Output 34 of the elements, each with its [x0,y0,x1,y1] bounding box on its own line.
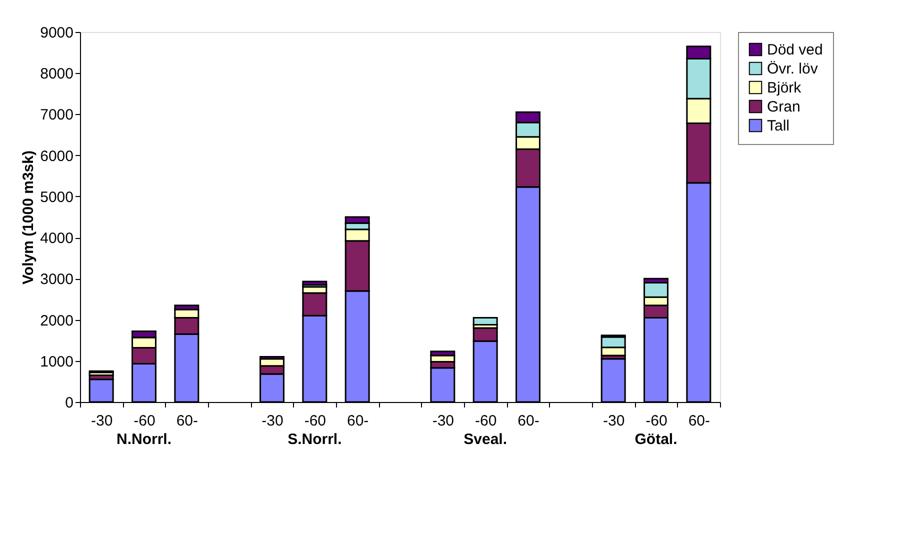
x-tick-label: 60- [346,412,369,430]
bar [472,316,498,326]
legend-label: Björk [767,80,802,96]
y-tick-label: 9000 [40,24,74,42]
legend-label: Gran [767,98,800,116]
y-tick-label: 7000 [40,106,74,124]
y-tick-label: 8000 [40,66,74,83]
text: S.Norrl. [288,431,342,448]
x-tick-label: -60 [134,412,156,430]
y-tick-label: 5000 [40,188,74,206]
x-tick-label: 60- [688,412,710,430]
text: N.Norrl. [116,431,172,448]
x-tick-label: -30 [432,412,454,430]
x-tick-label: -60 [646,412,668,430]
legend-label: Övr. löv [767,60,818,78]
y-tick-label: 6000 [40,148,74,165]
y-axis-title: Volym (1000 m3sk) [20,150,38,284]
text: Sveal. [464,431,508,448]
y-tick-label: 1000 [40,353,74,370]
y-tick-label: 4000 [40,230,74,248]
x-tick-label: -60 [304,412,326,430]
bar [302,280,328,286]
text: Götal. [634,431,678,448]
legend-label: Tall [767,118,790,134]
x-tick-label: -60 [474,412,497,430]
x-tick-label: -30 [602,412,625,430]
x-tick-label: -30 [90,412,113,430]
y-tick-label: 0 [65,394,74,412]
legend-label: Död ved [767,42,823,58]
y-tick-label: 3000 [40,271,74,288]
y-tick-label: 2000 [40,312,74,330]
x-tick-label: 60- [176,412,198,430]
x-tick-label: 60- [518,412,540,430]
x-tick-label: -30 [262,412,284,430]
